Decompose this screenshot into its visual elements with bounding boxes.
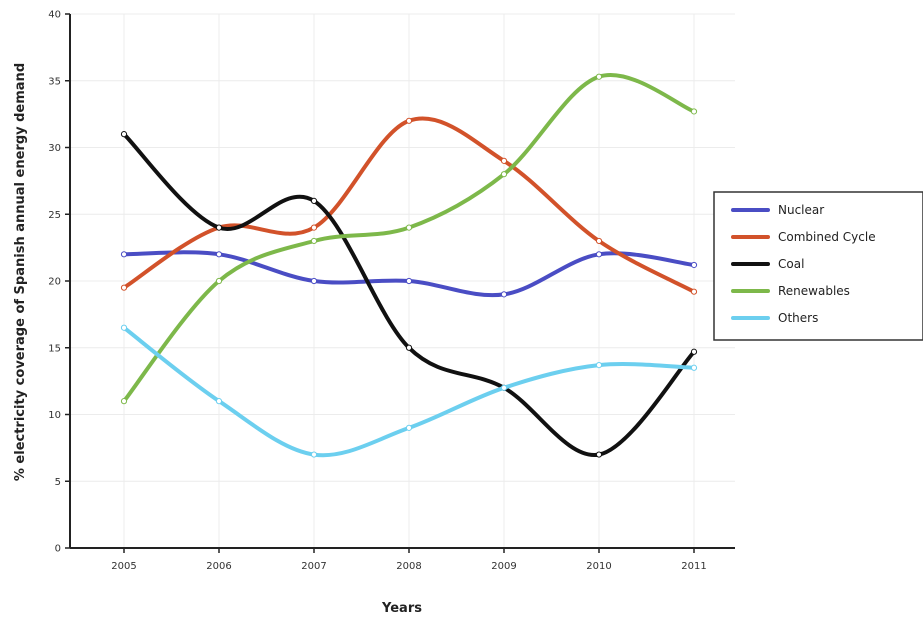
- data-point-combined-cycle: [500, 157, 508, 164]
- data-point-coal: [595, 451, 603, 458]
- legend: Nuclear Combined Cycle Coal Renewables Other…: [713, 191, 923, 341]
- x-tick-label: 2010: [586, 561, 611, 572]
- series-renewables: [120, 73, 698, 405]
- y-tick-label: 15: [48, 343, 61, 354]
- series-others: [120, 324, 698, 458]
- y-tick-label: 5: [55, 477, 61, 488]
- data-point-nuclear: [120, 251, 128, 258]
- y-tick-label: 30: [48, 143, 61, 154]
- data-point-others: [690, 364, 698, 371]
- legend-label-nuclear: Nuclear: [778, 203, 824, 217]
- data-point-nuclear: [595, 251, 603, 258]
- data-point-combined-cycle: [310, 224, 318, 231]
- data-point-combined-cycle: [120, 284, 128, 291]
- data-point-renewables: [405, 224, 413, 231]
- legend-item-combined-cycle: Combined Cycle: [731, 230, 876, 244]
- y-tick-labels: 0 5 10 15 20 25 30 35 40: [48, 10, 70, 555]
- legend-label-others: Others: [778, 311, 818, 325]
- x-tick-labels: 2005 2006 2007 2008 2009 2010 2011: [111, 548, 707, 572]
- data-point-renewables: [595, 73, 603, 80]
- x-tick-label: 2005: [111, 561, 136, 572]
- data-point-renewables: [690, 108, 698, 115]
- legend-item-nuclear: Nuclear: [731, 203, 824, 217]
- x-axis-title: Years: [381, 601, 422, 616]
- data-point-others: [215, 398, 223, 405]
- x-tick-label: 2006: [206, 561, 231, 572]
- series-nuclear: [120, 250, 698, 298]
- data-point-others: [120, 324, 128, 331]
- y-axis-title: % electricity coverage of Spanish annual…: [13, 63, 28, 481]
- y-tick-label: 40: [48, 10, 61, 21]
- data-point-renewables: [310, 237, 318, 245]
- data-point-nuclear: [690, 261, 698, 269]
- data-point-coal: [690, 348, 698, 355]
- data-point-renewables: [120, 398, 128, 405]
- data-point-coal: [405, 344, 413, 351]
- data-point-coal: [310, 197, 318, 204]
- data-point-combined-cycle: [595, 237, 603, 245]
- y-tick-label: 35: [48, 76, 61, 87]
- legend-item-others: Others: [731, 311, 818, 325]
- data-point-others: [310, 451, 318, 458]
- data-point-others: [595, 362, 603, 369]
- x-tick-label: 2008: [396, 561, 421, 572]
- data-point-combined-cycle: [405, 117, 413, 124]
- data-point-renewables: [500, 171, 508, 178]
- data-point-others: [500, 384, 508, 391]
- grid-lines: [70, 13, 735, 548]
- y-tick-label: 25: [48, 210, 61, 221]
- x-tick-label: 2009: [491, 561, 516, 572]
- y-tick-label: 0: [55, 544, 61, 555]
- data-point-coal: [120, 131, 128, 138]
- data-point-renewables: [215, 277, 223, 285]
- series-lines: [120, 73, 698, 458]
- legend-item-coal: Coal: [731, 257, 804, 271]
- x-tick-label: 2011: [681, 561, 706, 572]
- data-point-coal: [215, 224, 223, 231]
- y-tick-label: 20: [48, 277, 61, 288]
- data-point-nuclear: [405, 277, 413, 285]
- data-point-others: [405, 424, 413, 431]
- data-point-nuclear: [310, 277, 318, 285]
- y-tick-label: 10: [48, 410, 61, 421]
- legend-item-renewables: Renewables: [731, 284, 850, 298]
- legend-label-renewables: Renewables: [778, 284, 850, 298]
- legend-label-combined-cycle: Combined Cycle: [778, 230, 876, 244]
- data-point-nuclear: [500, 291, 508, 298]
- data-point-nuclear: [215, 251, 223, 258]
- data-point-combined-cycle: [690, 288, 698, 295]
- legend-label-coal: Coal: [778, 257, 804, 271]
- x-tick-label: 2007: [301, 561, 326, 572]
